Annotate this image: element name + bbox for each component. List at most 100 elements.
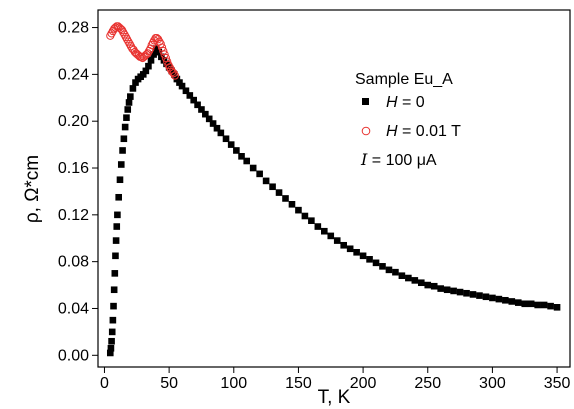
data-point-circle (120, 30, 129, 39)
data-point-circle (154, 35, 163, 44)
data-point-square (120, 135, 128, 143)
data-point-square (540, 301, 548, 309)
data-point-square (238, 153, 245, 160)
data-point-circle (143, 49, 152, 58)
y-tick-label: 0.16 (58, 160, 89, 177)
data-point-square (113, 223, 121, 230)
y-tick-label: 0.28 (58, 20, 89, 37)
y-tick-label: 0.24 (58, 66, 89, 83)
data-point-square (170, 71, 178, 78)
data-point-circle (122, 35, 132, 44)
data-point-square (111, 270, 119, 277)
data-point-square (114, 211, 121, 219)
data-point-square (553, 304, 561, 311)
data-point-square (194, 101, 201, 109)
data-point-square (314, 223, 322, 230)
y-tick-label: 0.12 (58, 207, 89, 224)
x-tick-label: 250 (414, 375, 441, 392)
data-point-square (495, 295, 503, 303)
data-point-square (469, 291, 477, 298)
data-point-square (106, 349, 114, 357)
data-point-square (443, 286, 451, 294)
data-point-square (308, 217, 315, 224)
data-point-square (123, 114, 130, 121)
data-point-square (227, 141, 235, 148)
data-point-square (150, 51, 157, 58)
data-point-square (489, 294, 496, 302)
data-point-square (125, 99, 133, 106)
data-point-circle (125, 39, 134, 49)
data-point-square (233, 147, 240, 154)
data-point-square (145, 62, 152, 70)
data-point-circle (159, 46, 168, 56)
data-point-square (301, 212, 309, 220)
y-axis-title: ρ, Ω*cm (22, 155, 43, 223)
data-point-square (178, 82, 186, 90)
data-point-square (109, 316, 117, 324)
data-point-square (243, 157, 251, 165)
x-axis-title: T, K (318, 387, 351, 408)
data-point-square (411, 277, 419, 284)
data-point-square (147, 57, 155, 64)
data-point-square (139, 71, 147, 78)
data-point-circle (117, 25, 127, 34)
data-point-square (129, 85, 137, 92)
data-point-square (359, 252, 367, 260)
x-axis: 0 50 100 150 200 250 300 350 (100, 367, 571, 392)
data-point-circle (156, 39, 165, 49)
data-point-square (202, 110, 209, 118)
x-tick-label: 0 (100, 375, 109, 392)
data-point-square (385, 266, 393, 274)
legend-entry-h0: H = 0 (386, 94, 425, 111)
data-point-square (476, 292, 483, 299)
data-point-square (547, 302, 554, 310)
data-point-circle (165, 63, 174, 72)
data-point-square (108, 337, 115, 345)
y-tick-label: 0.04 (58, 300, 89, 317)
legend-current: I = 100 μA (360, 150, 437, 169)
data-point-square (282, 195, 289, 202)
x-tick-label: 350 (544, 375, 571, 392)
data-point-square (346, 245, 354, 253)
data-point-square (165, 64, 173, 71)
y-tick-label: 0.08 (58, 254, 89, 271)
series-0 (106, 45, 561, 357)
legend-current-text: = 100 μA (367, 152, 437, 169)
data-point-square (521, 300, 529, 308)
legend-entry-h001-symbol: H (386, 123, 398, 140)
data-point-square (217, 129, 225, 137)
y-axis: 0.00 0.04 0.08 0.12 0.16 0.20 0.24 0.28 (58, 20, 98, 364)
data-point-square (124, 106, 132, 113)
legend-marker-filled-square (362, 98, 369, 105)
legend-current-symbol: I (360, 150, 368, 169)
data-point-square (112, 237, 120, 244)
data-point-square (514, 299, 522, 306)
data-point-square (437, 285, 444, 292)
data-point-circle (147, 41, 156, 50)
x-tick-label: 50 (160, 375, 178, 392)
plot-frame (97, 9, 571, 368)
data-point-square (508, 298, 516, 305)
data-point-square (534, 301, 541, 309)
data-point-square (190, 96, 197, 104)
legend-entry-h0-symbol: H (386, 94, 398, 111)
data-point-circle (106, 31, 115, 40)
data-point-square (405, 274, 412, 282)
data-point-square (288, 201, 296, 208)
data-layer (106, 22, 561, 357)
data-point-square (112, 252, 119, 260)
data-point-square (121, 123, 129, 131)
x-tick-label: 300 (479, 375, 506, 392)
data-point-square (398, 272, 406, 280)
data-point-square (163, 60, 170, 68)
data-point-square (116, 176, 124, 184)
legend-marker-open-circle (361, 126, 371, 136)
data-point-square (222, 135, 230, 143)
data-point-square (327, 232, 335, 240)
data-point-square (213, 124, 221, 132)
data-point-square (198, 106, 205, 113)
data-point-square (353, 248, 360, 256)
data-point-square (117, 161, 125, 168)
data-point-square (502, 296, 509, 304)
data-point-square (456, 288, 464, 296)
